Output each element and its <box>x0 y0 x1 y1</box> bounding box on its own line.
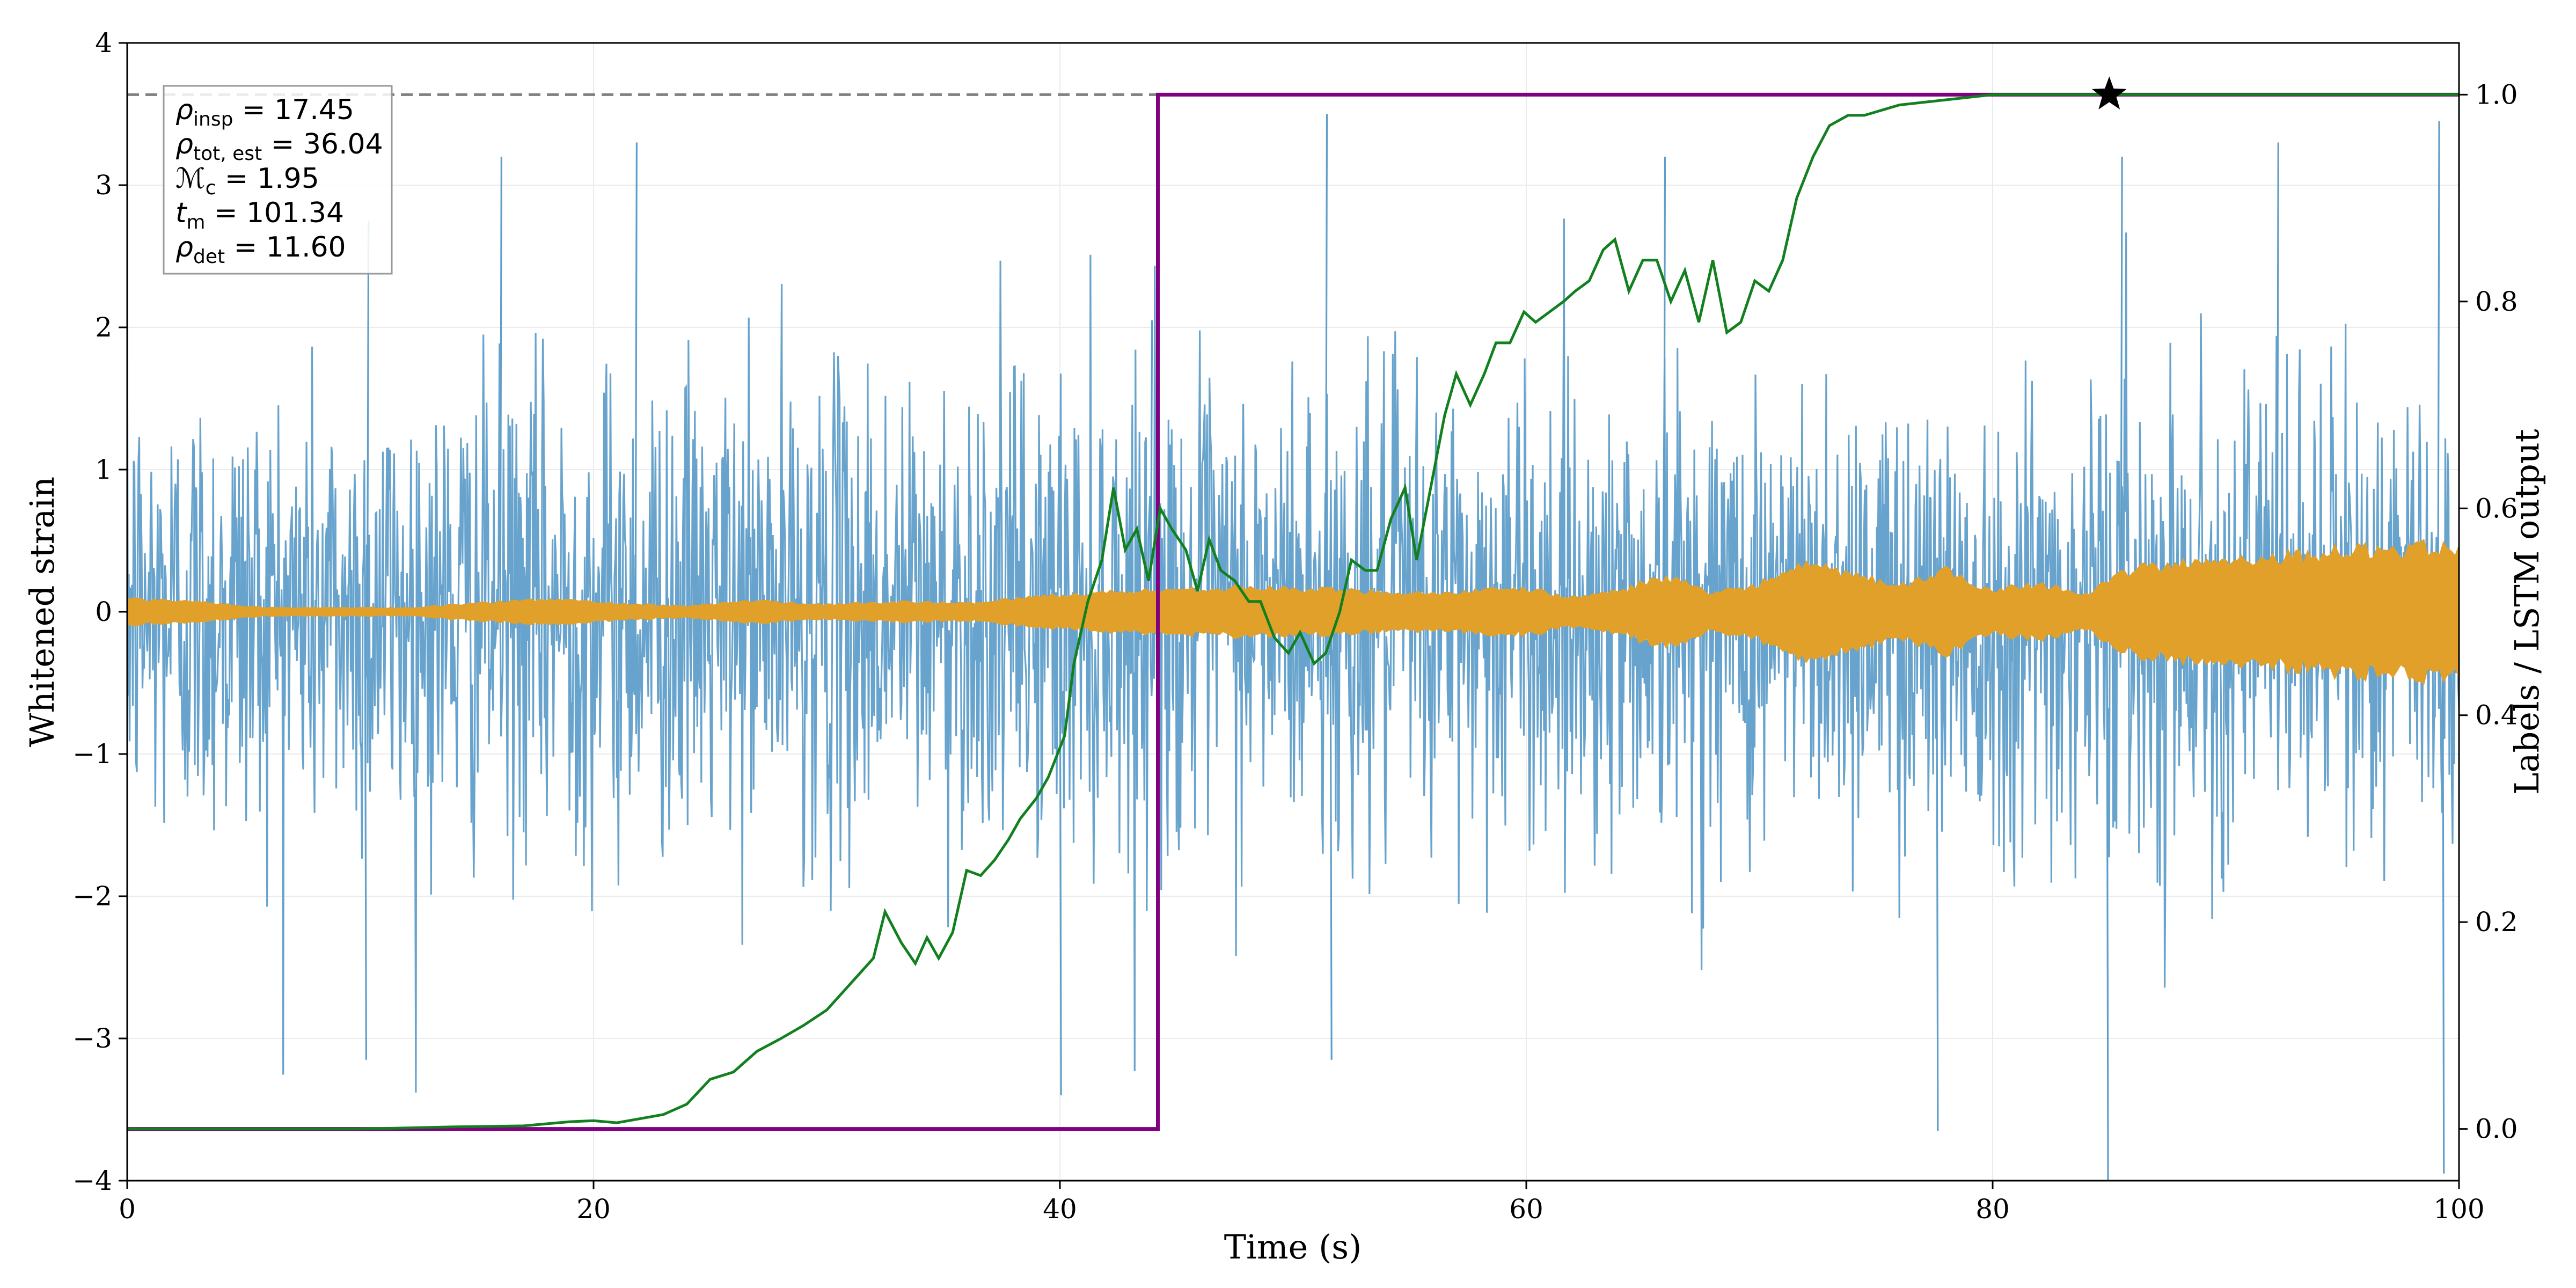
strain-peak <box>1663 156 1666 612</box>
stats-symbol: ρ <box>175 128 193 160</box>
strain-peak <box>2276 142 2279 612</box>
y-right-tick-label: 1.0 <box>2475 79 2518 110</box>
strain-peak <box>499 156 502 612</box>
y-left-tick-label: 3 <box>95 170 112 201</box>
strain-peak <box>2120 156 2123 612</box>
stats-row: ρtot, est = 36.04 <box>175 128 383 165</box>
stats-subscript: c <box>206 177 216 199</box>
y-left-tick-label: −4 <box>72 1165 112 1196</box>
stats-value: = 36.04 <box>262 128 383 160</box>
stats-subscript: tot, est <box>193 143 262 165</box>
strain-peak <box>1059 611 1062 1096</box>
strain-peak <box>634 142 638 612</box>
labels-step-line <box>127 92 2459 1131</box>
x-tick-label: 60 <box>1509 1194 1543 1225</box>
x-tick-label: 100 <box>2433 1194 2484 1225</box>
x-tick-label: 0 <box>119 1194 136 1225</box>
stats-subscript: m <box>186 211 205 233</box>
strain-peak <box>2106 611 2109 1181</box>
y-left-tick-label: 1 <box>95 454 112 485</box>
strain-peak <box>1329 611 1333 1060</box>
stats-symbol: ρ <box>175 94 193 126</box>
stats-row: ρdet = 11.60 <box>175 231 346 268</box>
strain-peak <box>366 221 370 612</box>
stats-subscript: det <box>193 246 225 268</box>
stats-symbol: t <box>175 197 187 229</box>
stats-subscript: insp <box>193 108 233 130</box>
y-left-tick-label: −2 <box>72 881 112 912</box>
signal-band <box>127 538 2459 685</box>
y-axis-left-label: Whitened strain <box>23 477 62 747</box>
x-tick-label: 80 <box>1975 1194 2010 1225</box>
y-axis-right-label: Labels / LSTM output <box>2507 429 2546 794</box>
y-left-tick-label: 2 <box>95 312 112 343</box>
strain-peak <box>1936 611 1939 1131</box>
stats-value: = 11.60 <box>225 231 346 264</box>
strain-peak <box>2441 611 2445 1174</box>
stats-symbol: ρ <box>175 231 193 264</box>
y-left-tick-label: −3 <box>72 1023 112 1054</box>
y-left-tick-label: 4 <box>95 27 112 58</box>
lstm-output-line <box>127 93 2459 1131</box>
stats-box-frame <box>163 85 393 275</box>
y-right-tick-label: 0.8 <box>2475 286 2518 317</box>
stats-symbol: ℳ <box>175 163 206 195</box>
detection-star-marker <box>2091 76 2127 109</box>
strain-peak <box>1324 114 1328 612</box>
y-right-tick-label: 0.0 <box>2475 1114 2518 1145</box>
x-axis-label: Time (s) <box>1224 1227 1362 1267</box>
stats-row: tm = 101.34 <box>175 197 344 233</box>
strain-peak <box>364 611 367 1060</box>
y-right-tick-label: 0.6 <box>2475 493 2518 524</box>
stats-row: ℳc = 1.95 <box>175 163 319 199</box>
stats-value: = 1.95 <box>216 163 319 195</box>
stats-row: ρinsp = 17.45 <box>175 94 354 130</box>
stats-value: = 17.45 <box>233 94 354 126</box>
x-tick-label: 20 <box>576 1194 611 1225</box>
y-right-tick-label: 0.4 <box>2475 700 2518 731</box>
y-right-tick-label: 0.2 <box>2475 906 2518 938</box>
x-tick-label: 40 <box>1043 1194 1077 1225</box>
stats-value: = 101.34 <box>205 197 344 229</box>
strain-series-line <box>127 218 2459 1093</box>
y-left-tick-label: 0 <box>95 596 112 627</box>
y-left-tick-label: −1 <box>72 738 112 770</box>
strain-peak <box>2437 121 2440 612</box>
